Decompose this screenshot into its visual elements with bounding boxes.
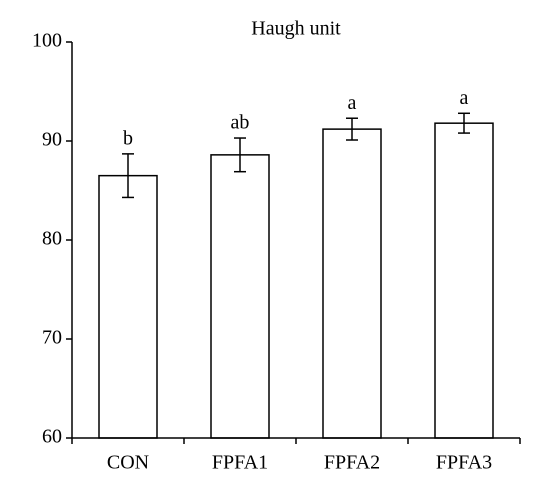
x-tick-label: CON	[107, 452, 149, 474]
annotation: b	[123, 127, 133, 149]
bar	[98, 174, 158, 439]
x-tick-label: FPFA2	[324, 452, 380, 474]
y-tick-label: 90	[42, 129, 62, 151]
y-tick-label: 100	[32, 30, 62, 52]
chart-title: Haugh unit	[251, 18, 341, 40]
annotation: ab	[231, 112, 250, 134]
y-tick-label: 80	[42, 228, 62, 250]
annotation: a	[460, 87, 469, 109]
y-tick-label: 60	[42, 426, 62, 448]
bar	[434, 122, 494, 439]
x-tick-label: FPFA1	[212, 452, 268, 474]
x-tick-label: FPFA3	[436, 452, 492, 474]
bar	[322, 128, 382, 439]
bar	[210, 154, 270, 439]
y-tick-label: 70	[42, 327, 62, 349]
annotation: a	[348, 92, 357, 114]
